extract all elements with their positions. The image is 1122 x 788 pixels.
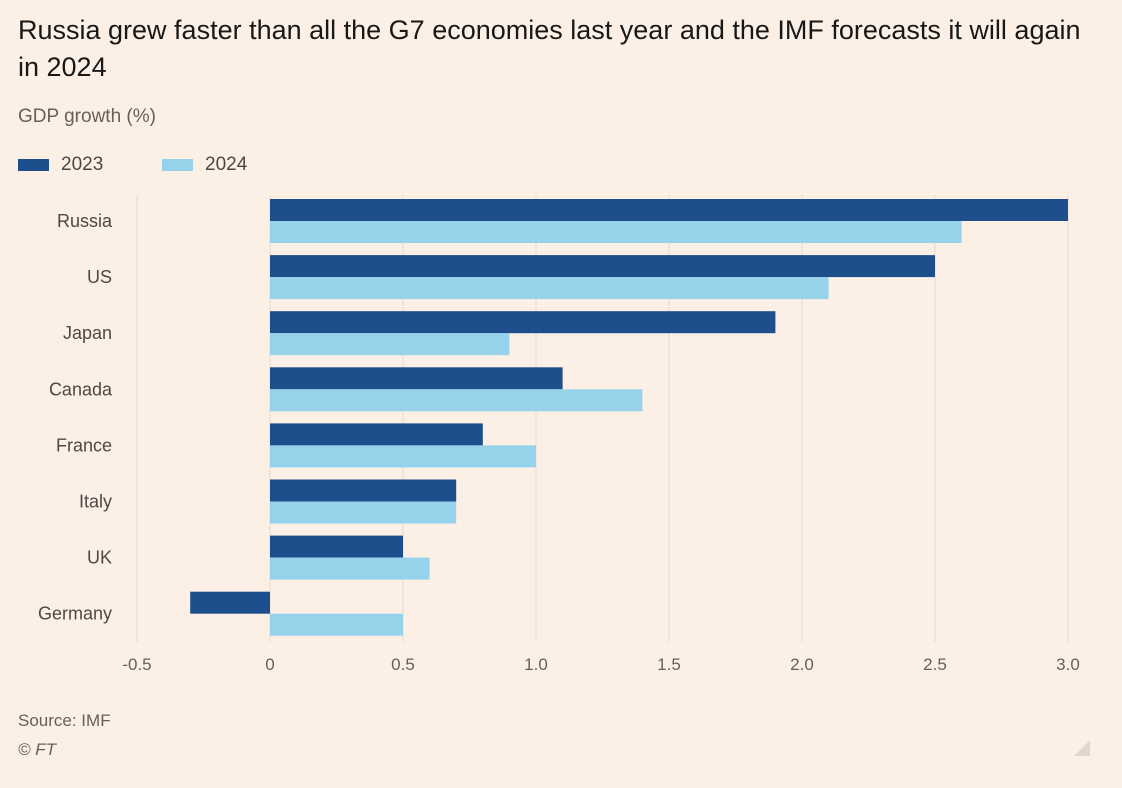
chart-subtitle: GDP growth (%): [18, 106, 156, 127]
x-tick-label: 0.5: [391, 655, 415, 674]
bar-2023-canada: [270, 367, 563, 390]
bar-chart: -0.5 0 0.5 1.0 1.5 2.0 2.5 3.0 Russia US Japan Cana…: [38, 195, 1080, 674]
legend-label-2024: 2024: [205, 154, 248, 175]
category-label: Germany: [38, 604, 112, 624]
chart-title: Russia grew faster than all the G7 econo…: [18, 15, 1081, 82]
x-tick-label: 2.0: [790, 655, 814, 674]
x-tick-label: 3.0: [1056, 655, 1080, 674]
source-note: Source: IMF: [18, 711, 111, 730]
bar-2023-italy: [270, 479, 457, 502]
bar-2023-uk: [270, 535, 403, 558]
legend-swatch-2023: [18, 159, 49, 171]
legend-swatch-2024: [162, 159, 193, 171]
resize-handle-icon[interactable]: [1074, 740, 1090, 756]
legend-label-2023: 2023: [61, 154, 104, 175]
category-label: US: [87, 267, 112, 287]
x-tick-label: 1.5: [657, 655, 681, 674]
x-tick-label: 1.0: [524, 655, 548, 674]
category-label: Japan: [63, 323, 112, 343]
copyright-credit: © FT: [18, 740, 57, 759]
x-tick-label: -0.5: [122, 655, 151, 674]
category-label: Canada: [49, 379, 113, 399]
bar-2024-canada: [270, 389, 643, 412]
bar-2023-france: [270, 423, 483, 446]
bar-2024-russia: [270, 221, 962, 243]
bar-2024-italy: [270, 501, 457, 524]
category-label: Italy: [79, 492, 112, 512]
bar-2024-france: [270, 445, 536, 468]
bar-2023-russia: [270, 199, 1068, 221]
bar-2023-japan: [270, 311, 776, 334]
category-label: France: [56, 435, 112, 455]
x-tick-label: 2.5: [923, 655, 947, 674]
bar-2024-germany: [270, 613, 403, 636]
x-tick-label: 0: [265, 655, 274, 674]
bar-2024-uk: [270, 557, 430, 580]
bar-2023-germany: [190, 591, 270, 614]
bar-2024-japan: [270, 333, 510, 356]
category-label: Russia: [57, 211, 113, 231]
bar-2024-us: [270, 277, 829, 300]
bar-2023-us: [270, 255, 935, 278]
category-label: UK: [87, 548, 112, 568]
